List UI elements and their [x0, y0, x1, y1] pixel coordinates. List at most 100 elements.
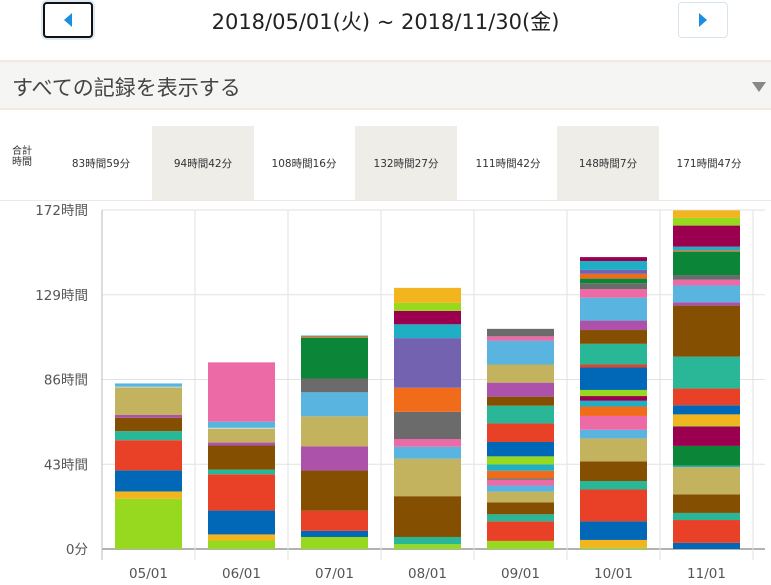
- bar-segment: [487, 478, 554, 480]
- bar-segment: [115, 387, 182, 415]
- bar-segment: [394, 338, 461, 388]
- bar-segment: [115, 417, 182, 432]
- x-tick-label: 10/01: [594, 566, 633, 582]
- bar-segment: [673, 414, 740, 426]
- bar-segment: [487, 485, 554, 492]
- bar-segment: [115, 470, 182, 492]
- record-filter-select[interactable]: すべての記録を表示する: [0, 60, 771, 110]
- bar-segment: [394, 324, 461, 339]
- y-tick-label: 43時間: [44, 457, 88, 473]
- bar-segment: [115, 440, 182, 471]
- bar-segment: [673, 467, 740, 495]
- bar-segment: [115, 491, 182, 499]
- total-cell: 171時間47分: [676, 157, 742, 170]
- bar-segment: [487, 521, 554, 541]
- bar-segment: [673, 426, 740, 446]
- totals-label: 合計時間: [12, 146, 32, 168]
- bar-segment: [673, 250, 740, 252]
- bar-segment: [487, 540, 554, 549]
- x-tick-label: 07/01: [315, 566, 354, 582]
- bar-segment: [208, 445, 275, 470]
- x-tick-label: 05/01: [129, 566, 168, 582]
- bar-segment: [394, 496, 461, 537]
- bar-segment: [208, 362, 275, 422]
- bar-segment: [580, 257, 647, 262]
- bar-segment: [673, 542, 740, 549]
- x-tick-label: 08/01: [408, 566, 447, 582]
- bar-segment: [208, 510, 275, 535]
- bar-segment: [208, 427, 275, 429]
- bar-segment: [394, 411, 461, 440]
- bar-segment: [208, 474, 275, 511]
- bar-segment: [580, 269, 647, 274]
- y-tick-label: 129時間: [35, 288, 88, 304]
- bar-segment: [580, 400, 647, 407]
- bar-segment: [487, 514, 554, 522]
- bar-segment: [115, 386, 182, 388]
- next-period-button[interactable]: [678, 2, 728, 38]
- bar-segment: [394, 536, 461, 545]
- date-range-title: 2018/05/01(火) ~ 2018/11/30(金): [211, 10, 560, 34]
- bar-segment: [487, 340, 554, 365]
- dropdown-caret-icon: [752, 82, 766, 92]
- bar-segment: [673, 356, 740, 389]
- bar-segment: [673, 425, 740, 427]
- bar-segment: [115, 383, 182, 387]
- bar-segment: [580, 415, 647, 430]
- bar-segment: [394, 439, 461, 447]
- bar-segment: [301, 416, 368, 447]
- total-cell: 111時間42分: [475, 157, 541, 170]
- bar-segment: [580, 406, 647, 416]
- bar-segment: [580, 283, 647, 290]
- bar-segment: [487, 479, 554, 486]
- bar-segment: [580, 429, 647, 439]
- bar-segment: [580, 489, 647, 522]
- bar-segment: [487, 441, 554, 457]
- total-cell: 132時間27分: [355, 126, 457, 200]
- bar-segment: [394, 287, 461, 303]
- bar-segment: [487, 464, 554, 471]
- bar-segment: [580, 330, 647, 344]
- bar-segment: [580, 481, 647, 490]
- bar-segment: [301, 530, 368, 537]
- bar-segment: [487, 328, 554, 337]
- bar-segment: [487, 491, 554, 503]
- bar-segment: [301, 337, 368, 379]
- bar-segment: [487, 456, 554, 465]
- bar-segment: [487, 364, 554, 383]
- bar-segment: [580, 396, 647, 401]
- bar-segment: [580, 278, 647, 284]
- bar-segment: [673, 210, 740, 218]
- bar-segment: [487, 470, 554, 479]
- bar-segment: [115, 498, 182, 549]
- total-cell: 94時間42分: [152, 126, 254, 200]
- bar-segment: [301, 378, 368, 393]
- bar-segment: [673, 405, 740, 415]
- bar-segment: [673, 225, 740, 247]
- bar-segment: [394, 446, 461, 459]
- bar-segment: [580, 521, 647, 540]
- bar-segment: [673, 246, 740, 251]
- bar-segment: [673, 465, 740, 468]
- total-cell: 148時間7分: [557, 126, 659, 200]
- bar-segment: [673, 445, 740, 466]
- bar-segment: [208, 469, 275, 475]
- bar-segment: [394, 387, 461, 412]
- bar-segment: [487, 502, 554, 515]
- x-tick-label: 06/01: [222, 566, 261, 582]
- previous-period-button[interactable]: [43, 2, 93, 38]
- bar-segment: [301, 336, 368, 338]
- record-filter-value: すべての記録を表示する: [12, 76, 241, 100]
- bar-segment: [673, 520, 740, 543]
- bar-segment: [115, 414, 182, 418]
- bar-segment: [487, 423, 554, 442]
- bar-segment: [673, 285, 740, 303]
- bar-segment: [301, 536, 368, 549]
- bar-segment: [580, 273, 647, 279]
- bar-segment: [487, 336, 554, 341]
- bar-segment: [580, 367, 647, 390]
- bar-segment: [673, 217, 740, 226]
- triangle-left-icon: [64, 13, 72, 27]
- bar-segment: [394, 310, 461, 325]
